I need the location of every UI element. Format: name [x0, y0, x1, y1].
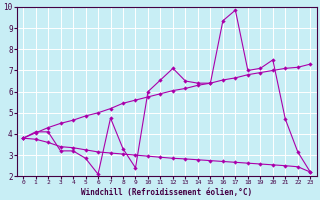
X-axis label: Windchill (Refroidissement éolien,°C): Windchill (Refroidissement éolien,°C) [81, 188, 252, 197]
